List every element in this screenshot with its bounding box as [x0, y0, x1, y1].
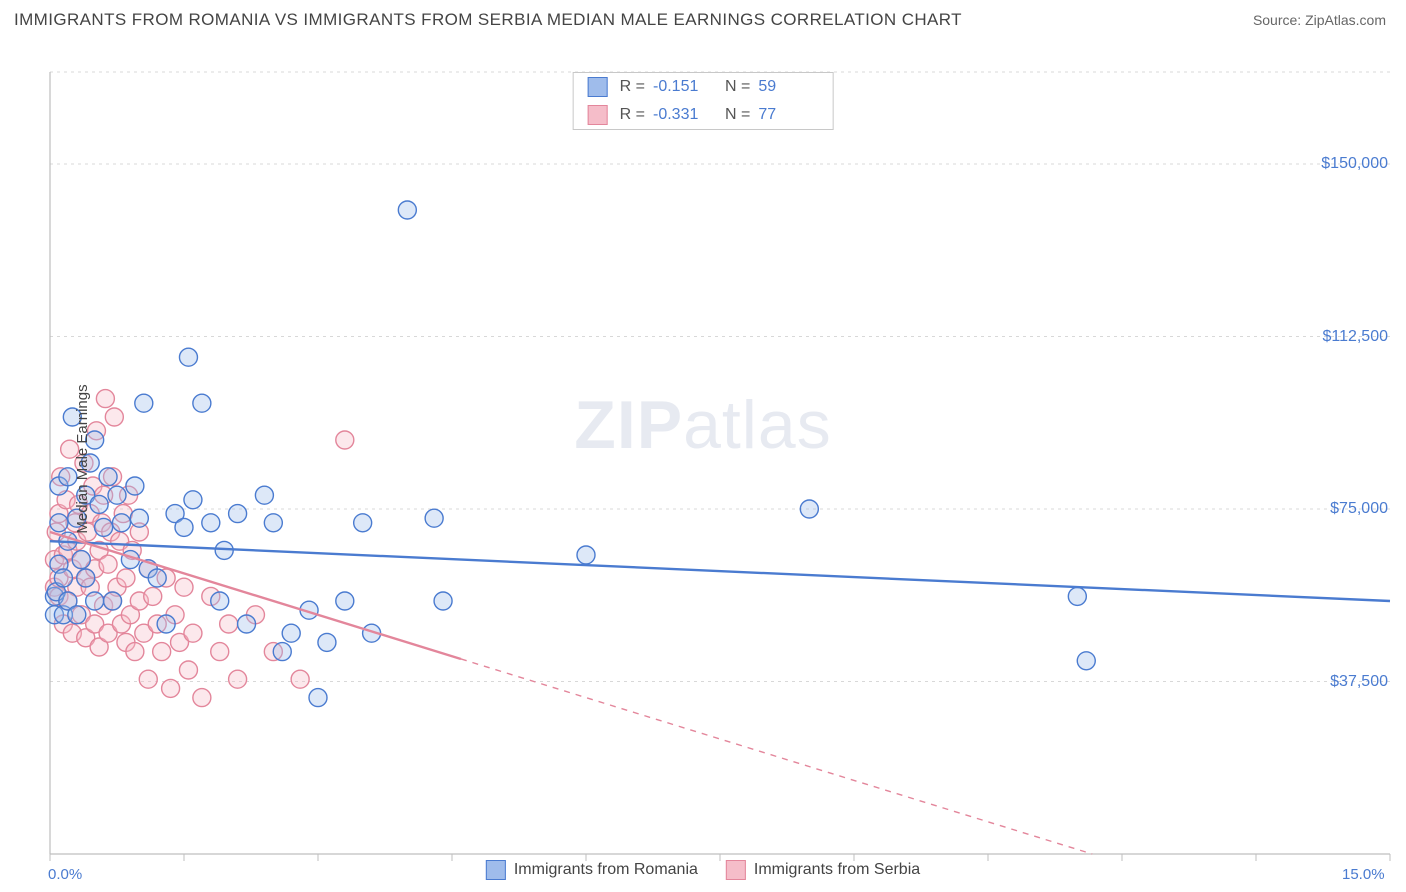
n-value: 77: [758, 106, 818, 124]
x-tick-label: 15.0%: [1342, 866, 1385, 883]
legend-row-romania: R = -0.151 N = 59: [574, 73, 833, 101]
scatter-plot-svg: [0, 34, 1406, 884]
y-tick-label: $150,000: [1321, 155, 1388, 173]
y-tick-label: $75,000: [1330, 500, 1388, 518]
correlation-legend: R = -0.151 N = 59 R = -0.331 N = 77: [573, 72, 834, 130]
legend-item: Immigrants from Romania: [486, 860, 698, 880]
chart-header: IMMIGRANTS FROM ROMANIA VS IMMIGRANTS FR…: [0, 0, 1406, 34]
legend-item: Immigrants from Serbia: [726, 860, 920, 880]
y-axis-label: Median Male Earnings: [74, 384, 91, 533]
swatch-icon: [726, 860, 746, 880]
chart-source: Source: ZipAtlas.com: [1253, 12, 1386, 28]
y-tick-label: $112,500: [1322, 328, 1388, 346]
chart-area: Median Male Earnings ZIPatlas R = -0.151…: [0, 34, 1406, 884]
legend-row-serbia: R = -0.331 N = 77: [574, 101, 833, 129]
x-tick-label: 0.0%: [48, 866, 82, 883]
r-value: -0.151: [653, 78, 713, 96]
swatch-icon: [588, 105, 608, 125]
legend-label: Immigrants from Romania: [514, 861, 698, 879]
n-value: 59: [758, 78, 818, 96]
legend-label: Immigrants from Serbia: [754, 861, 920, 879]
r-value: -0.331: [653, 106, 713, 124]
series-legend: Immigrants from Romania Immigrants from …: [486, 860, 920, 880]
swatch-icon: [588, 77, 608, 97]
swatch-icon: [486, 860, 506, 880]
y-tick-label: $37,500: [1330, 673, 1388, 691]
chart-title: IMMIGRANTS FROM ROMANIA VS IMMIGRANTS FR…: [14, 10, 962, 30]
